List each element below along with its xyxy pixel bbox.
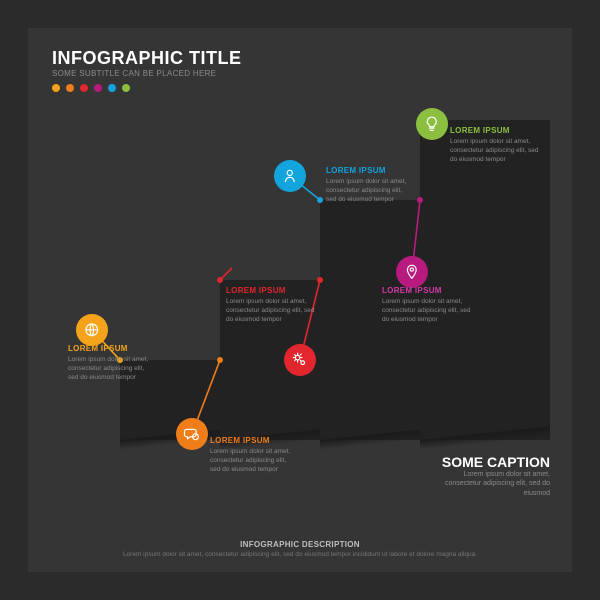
- info-item-body: Lorem ipsum dolor sit amet, consectetur …: [382, 298, 472, 324]
- palette-dot: [52, 84, 60, 92]
- info-item: LOREM IPSUM Lorem ipsum dolor sit amet, c…: [450, 126, 542, 164]
- infographic-stage: INFOGRAPHIC TITLE SOME SUBTITLE CAN BE P…: [0, 0, 600, 600]
- palette-dot: [94, 84, 102, 92]
- caption-body: Lorem ipsum dolor sit amet, consectetur …: [438, 470, 550, 498]
- footer-block: INFOGRAPHIC DESCRIPTION Lorem ipsum dolo…: [0, 540, 600, 558]
- caption-block: SOME CAPTION Lorem ipsum dolor sit amet,…: [438, 454, 550, 498]
- info-item-body: Lorem ipsum dolor sit amet, consectetur …: [450, 138, 542, 164]
- info-item-body: Lorem ipsum dolor sit amet, consectetur …: [68, 356, 154, 382]
- palette-dots: [52, 84, 130, 92]
- info-item: LOREM IPSUM Lorem ipsum dolor sit amet, c…: [210, 436, 296, 474]
- info-item-body: Lorem ipsum dolor sit amet, consectetur …: [210, 448, 296, 474]
- subtitle: SOME SUBTITLE CAN BE PLACED HERE: [52, 69, 242, 78]
- info-item: LOREM IPSUM Lorem ipsum dolor sit amet, c…: [68, 344, 154, 382]
- info-item-title: LOREM IPSUM: [226, 286, 316, 295]
- main-title: INFOGRAPHIC TITLE: [52, 48, 242, 69]
- bulb-icon: [416, 108, 448, 140]
- info-item-title: LOREM IPSUM: [326, 166, 412, 175]
- person-icon: [274, 160, 306, 192]
- palette-dot: [66, 84, 74, 92]
- header-block: INFOGRAPHIC TITLE SOME SUBTITLE CAN BE P…: [52, 48, 242, 78]
- info-item-title: LOREM IPSUM: [450, 126, 542, 135]
- palette-dot: [80, 84, 88, 92]
- info-item-title: LOREM IPSUM: [382, 286, 472, 295]
- info-item: LOREM IPSUM Lorem ipsum dolor sit amet, c…: [382, 286, 472, 324]
- info-item-title: LOREM IPSUM: [210, 436, 296, 445]
- mappin-icon: [396, 256, 428, 288]
- info-item: LOREM IPSUM Lorem ipsum dolor sit amet, c…: [326, 166, 412, 204]
- info-item-title: LOREM IPSUM: [68, 344, 154, 353]
- info-item-body: Lorem ipsum dolor sit amet, consectetur …: [326, 178, 412, 204]
- caption-title: SOME CAPTION: [438, 454, 550, 470]
- gears-icon: [284, 344, 316, 376]
- chat-icon: [176, 418, 208, 450]
- info-item-body: Lorem ipsum dolor sit amet, consectetur …: [226, 298, 316, 324]
- palette-dot: [122, 84, 130, 92]
- stair-step: [420, 120, 550, 440]
- globe-icon: [76, 314, 108, 346]
- footer-title: INFOGRAPHIC DESCRIPTION: [0, 540, 600, 549]
- footer-body: Lorem ipsum dolor sit amet, consectetur …: [110, 551, 490, 558]
- info-item: LOREM IPSUM Lorem ipsum dolor sit amet, c…: [226, 286, 316, 324]
- palette-dot: [108, 84, 116, 92]
